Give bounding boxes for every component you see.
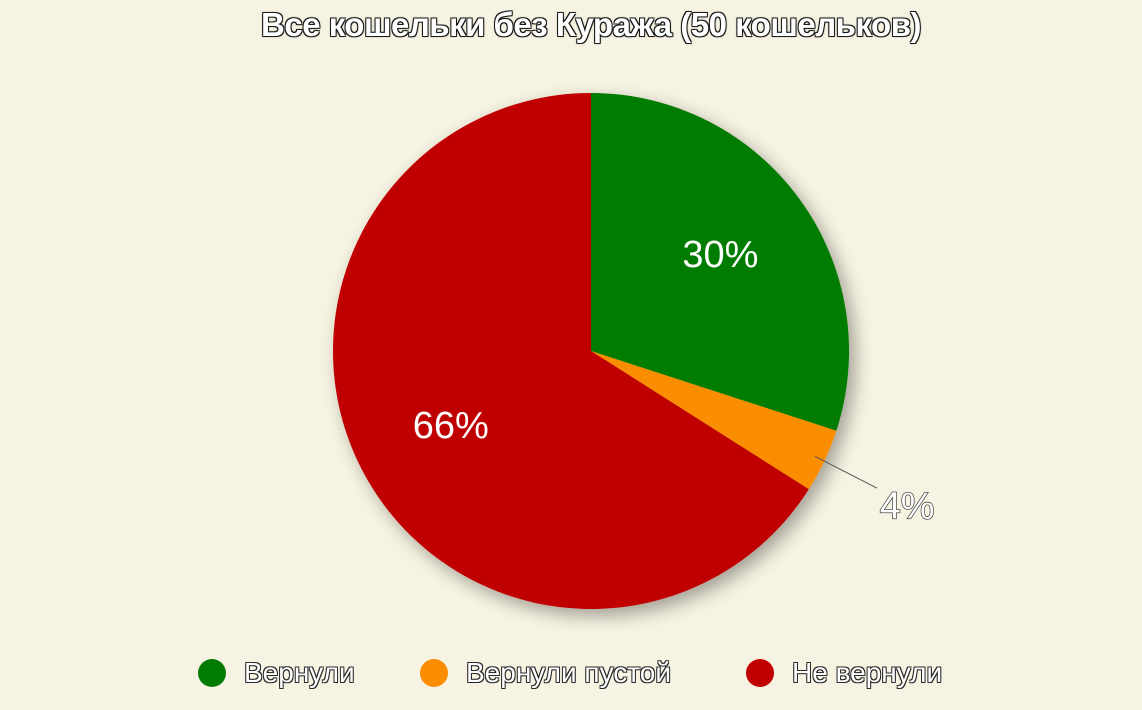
chart-title: Все кошельки без Куража (50 кошельков): [261, 6, 921, 43]
slice-label-returned-empty: 4%: [880, 485, 935, 527]
pie-labels: 30% 4% 66%: [413, 234, 935, 528]
legend-marker: [746, 659, 774, 687]
legend-marker: [420, 659, 448, 687]
pie-slice-returned-empty[interactable]: [591, 351, 837, 490]
legend-item-returned[interactable]: Вернули: [198, 653, 355, 693]
pie-slice-returned[interactable]: [591, 93, 849, 431]
pie-slices: [333, 93, 849, 609]
legend-marker: [198, 659, 226, 687]
slice-label-returned: 30%: [682, 234, 758, 276]
legend-item-not-returned[interactable]: Не вернули: [746, 653, 942, 693]
legend-item-returned-empty[interactable]: Вернули пустой: [420, 653, 671, 693]
legend: Вернули Вернули пустой Не вернули: [0, 653, 1142, 693]
legend-label: Не вернули: [792, 657, 943, 688]
pie-slice-not-returned[interactable]: [333, 93, 809, 609]
slice-label-leader-line: [814, 456, 878, 489]
legend-label: Вернули пустой: [466, 657, 671, 688]
slice-label-not-returned: 66%: [413, 405, 489, 447]
legend-label: Вернули: [244, 657, 355, 688]
